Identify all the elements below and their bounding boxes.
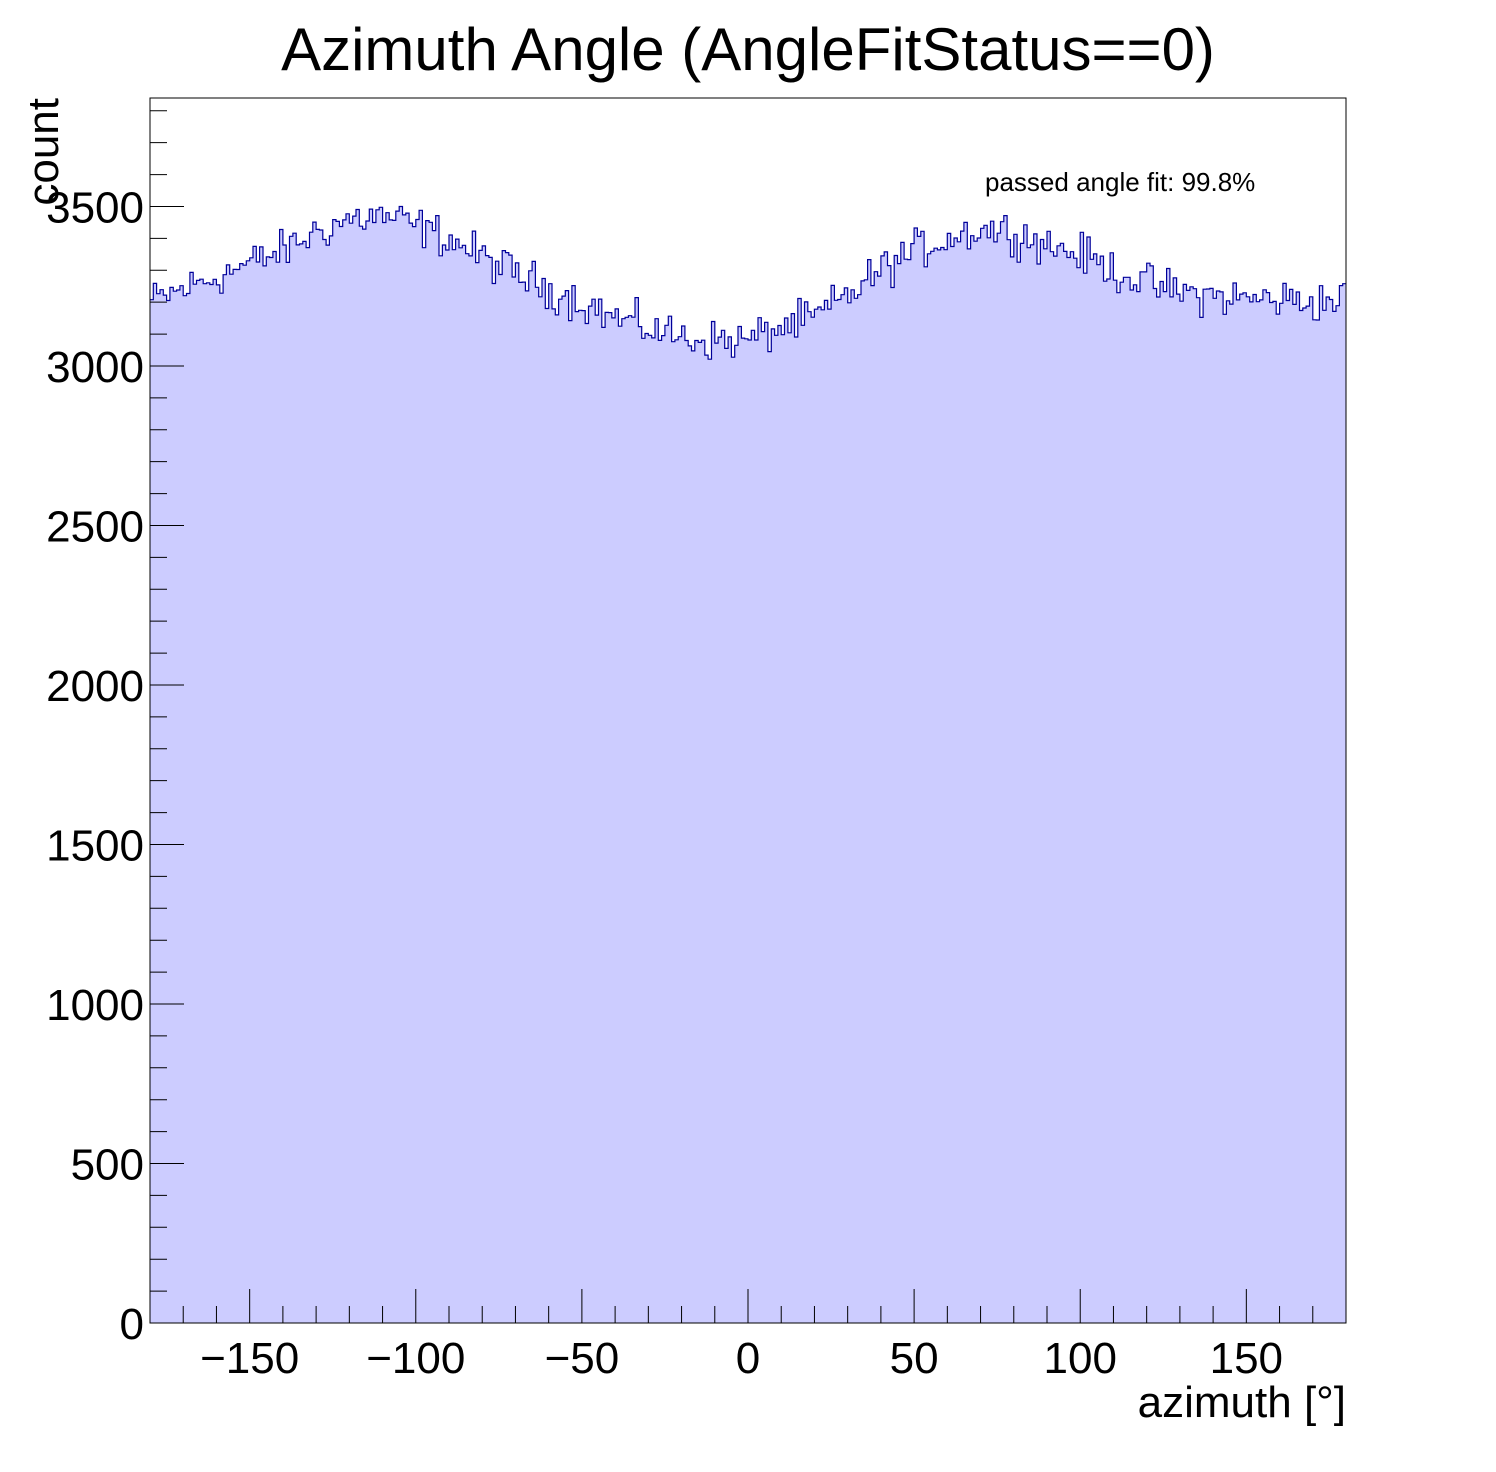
histogram-outline [150,205,1346,360]
y-tick-label: 3500 [46,183,144,232]
x-tick-label: 50 [890,1334,939,1383]
y-tick-label: 1500 [46,821,144,870]
x-tick-label: 150 [1210,1334,1283,1383]
y-axis-label: count [19,98,68,206]
y-tick-label: 0 [120,1300,144,1349]
plot-area [150,205,1346,1323]
histogram-fill [150,206,1346,1323]
chart-title: Azimuth Angle (AngleFitStatus==0) [281,16,1215,83]
y-tick-label: 1000 [46,981,144,1030]
y-tick-label: 3000 [46,343,144,392]
x-axis-label: azimuth [°] [1138,1378,1346,1427]
x-axis: −150 −100 −50 0 50 100 150 [182,1289,1314,1383]
y-tick-label: 500 [71,1140,144,1189]
x-tick-label: −100 [366,1334,465,1383]
x-tick-label: 100 [1044,1334,1117,1383]
annotation-passed-angle-fit: passed angle fit: 99.8% [985,167,1255,197]
x-tick-label: −150 [200,1334,299,1383]
x-tick-label: 0 [736,1334,760,1383]
y-tick-label: 2500 [46,502,144,551]
y-axis: 0 500 1000 1500 2000 2500 3000 3500 [46,110,184,1349]
x-tick-label: −50 [545,1334,620,1383]
y-tick-label: 2000 [46,662,144,711]
